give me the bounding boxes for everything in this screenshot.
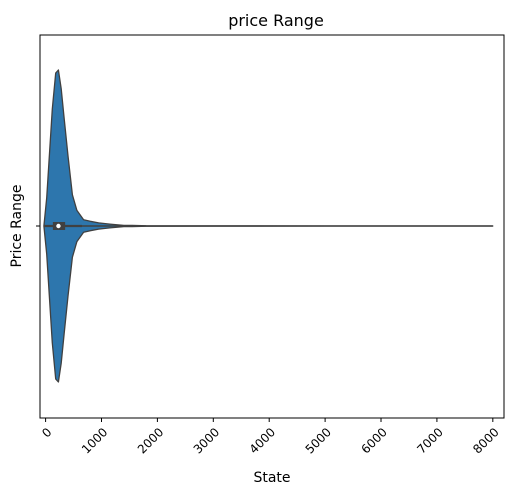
- x-tick-label: 3000: [191, 425, 222, 456]
- x-tick-label: 6000: [358, 425, 389, 456]
- x-tick-label: 2000: [135, 425, 166, 456]
- plot-area: 0 1000 2000 3000 4000 5000 6000 7000 8000: [36, 34, 505, 457]
- x-tick-label: 8000: [470, 425, 501, 456]
- x-tick-label: 7000: [414, 425, 445, 456]
- x-axis-label: State: [253, 470, 290, 486]
- x-tick-label: 4000: [247, 425, 278, 456]
- chart-title: price Range: [228, 11, 324, 30]
- y-axis-label: Price Range: [9, 185, 25, 268]
- x-tick-label: 1000: [79, 425, 110, 456]
- x-tick-label: 0: [39, 425, 54, 440]
- median-dot: [56, 223, 61, 229]
- x-tick-label: 5000: [303, 425, 334, 456]
